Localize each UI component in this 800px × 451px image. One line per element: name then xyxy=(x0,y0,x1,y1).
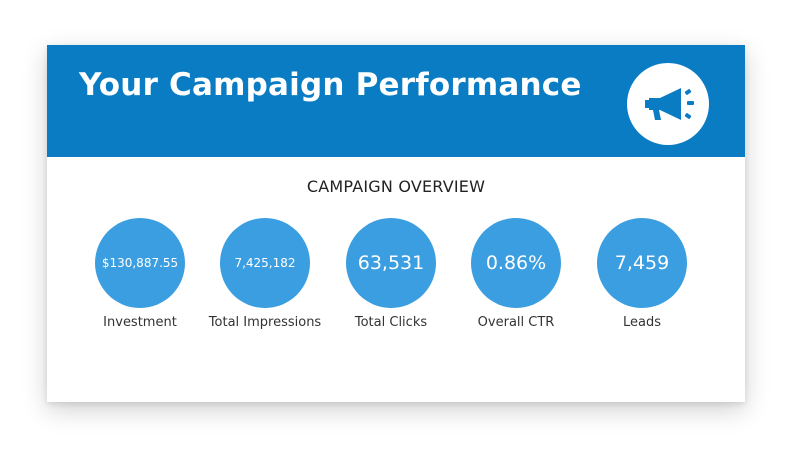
metric-overall-ctr: 0.86% Overall CTR xyxy=(451,218,581,338)
section-title: CAMPAIGN OVERVIEW xyxy=(306,177,486,196)
metric-label: Total Clicks xyxy=(354,315,428,330)
metric-value-circle: $130,887.55 xyxy=(95,218,185,308)
metric-value-circle: 7,459 xyxy=(597,218,687,308)
card-header: Your Campaign Performance xyxy=(47,45,745,157)
metric-value-circle: 7,425,182 xyxy=(220,218,310,308)
metric-label: Leads xyxy=(622,315,661,330)
campaign-performance-card: Your Campaign Performance CAMPAIGN OVERV… xyxy=(47,45,745,402)
metric-label: Total Impressions xyxy=(208,315,322,330)
metric-total-clicks: 63,531 Total Clicks xyxy=(326,218,456,338)
metric-total-impressions: 7,425,182 Total Impressions xyxy=(200,218,330,338)
metrics-row: $130,887.55 Investment 7,425,182 Total I… xyxy=(47,218,745,338)
metric-investment: $130,887.55 Investment xyxy=(75,218,205,338)
metric-value-circle: 63,531 xyxy=(346,218,436,308)
megaphone-icon xyxy=(645,88,694,120)
header-badge xyxy=(627,63,709,145)
metric-value-circle: 0.86% xyxy=(471,218,561,308)
metric-label: Investment xyxy=(103,315,177,330)
metric-leads: 7,459 Leads xyxy=(577,218,707,338)
page-title: Your Campaign Performance xyxy=(79,67,582,103)
metric-label: Overall CTR xyxy=(477,315,555,330)
